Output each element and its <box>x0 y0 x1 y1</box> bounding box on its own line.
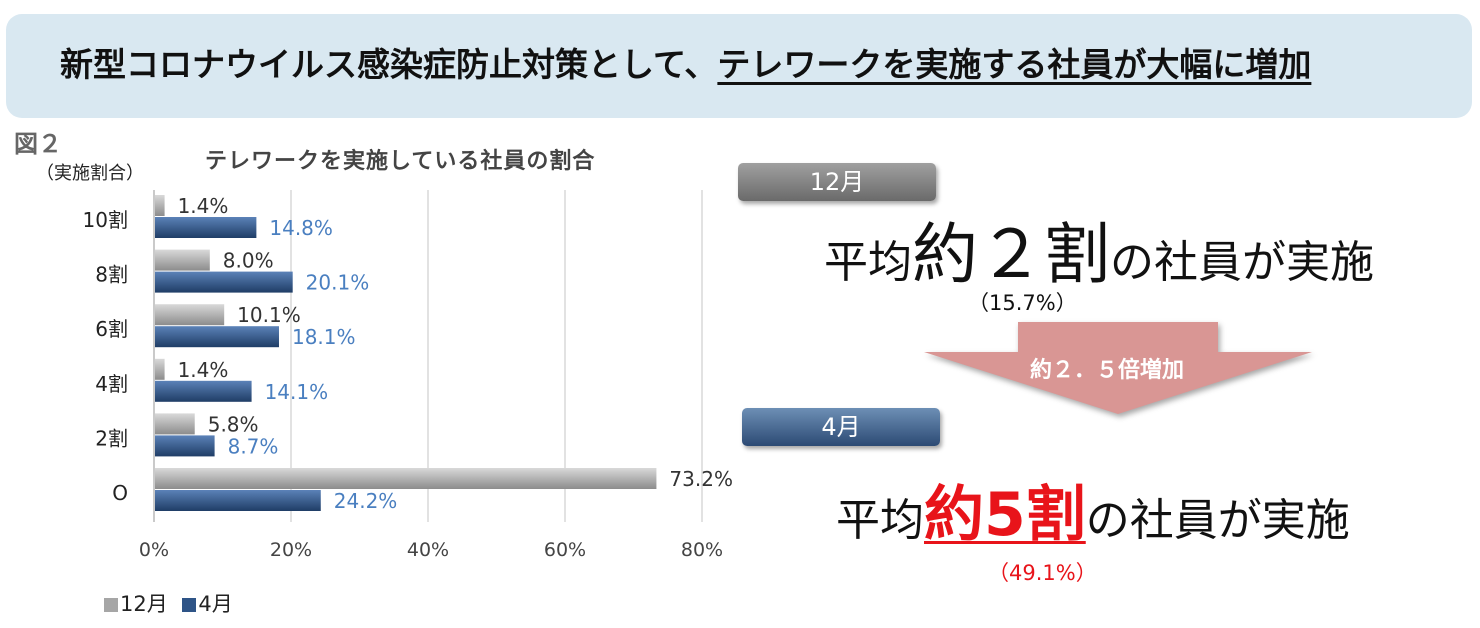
bar-apr <box>155 490 321 511</box>
arrow-shape <box>924 322 1312 414</box>
legend-swatch-apr <box>182 598 197 612</box>
apr-emphasis: 約5割 <box>924 480 1086 550</box>
headline: 新型コロナウイルス感染症防止対策として、テレワークを実施する社員が大幅に増加 <box>60 40 1460 90</box>
apr-prefix: 平均 <box>836 495 924 546</box>
headline-underlined-text: テレワークを実施する社員が大幅に増加 <box>717 45 1312 84</box>
bar-dec <box>155 304 225 326</box>
dec-emphasis: 約２割 <box>912 216 1110 293</box>
dec-pill: 12月 <box>738 163 936 201</box>
bar-apr <box>155 435 215 457</box>
y-category-label: 2割 <box>95 426 128 450</box>
legend-item-dec: 12月 <box>104 592 168 616</box>
data-label-dec: 1.4% <box>178 194 229 218</box>
apr-pill: 4月 <box>742 408 940 446</box>
headline-text: 新型コロナウイルス感染症防止対策として、 <box>60 45 718 84</box>
data-label-dec: 10.1% <box>237 303 301 327</box>
bar-apr <box>155 380 252 402</box>
y-category-label: 4割 <box>95 372 128 396</box>
legend-swatch-dec <box>104 598 118 612</box>
dec-average-value: （15.7%） <box>968 291 1077 315</box>
data-label-apr: 8.7% <box>228 434 279 458</box>
x-tick-label: 40% <box>407 539 449 561</box>
dec-summary: 平均約２割の社員が実施 <box>824 210 1374 308</box>
data-label-apr: 24.2% <box>334 489 398 513</box>
chart-title: テレワークを実施している社員の割合 <box>205 149 596 174</box>
bar-apr <box>155 271 293 293</box>
headline-banner <box>6 14 1472 118</box>
bar-dec <box>155 413 195 435</box>
data-label-apr: 14.8% <box>269 216 333 240</box>
y-axis-label: （実施割合） <box>36 163 144 184</box>
apr-average-value: （49.1%） <box>988 561 1097 585</box>
y-category-label: 10割 <box>83 208 128 232</box>
figure-label: 図２ <box>14 130 62 158</box>
legend-item-apr: 4月 <box>182 592 233 616</box>
bar-dec <box>155 468 657 489</box>
legend-label-dec: 12月 <box>120 592 168 616</box>
x-tick-label: 60% <box>544 539 586 561</box>
apr-suffix: の社員が実施 <box>1085 495 1350 546</box>
data-label-dec: 5.8% <box>208 412 259 436</box>
bar-dec <box>155 249 210 271</box>
y-category-label: 6割 <box>95 317 128 341</box>
y-category-label: 8割 <box>95 263 128 287</box>
bar-dec <box>155 358 165 380</box>
data-label-dec: 1.4% <box>178 358 229 382</box>
y-category-label: O <box>112 481 128 505</box>
legend-label-apr: 4月 <box>198 592 233 616</box>
data-label-apr: 20.1% <box>306 271 370 295</box>
arrow-text: 約２．５倍増加 <box>1030 358 1185 383</box>
dec-suffix: の社員が実施 <box>1110 237 1374 288</box>
x-tick-label: 0% <box>139 539 169 561</box>
chart-legend: 12月 4月 <box>104 588 241 618</box>
bar-apr <box>155 217 257 238</box>
data-label-dec: 73.2% <box>669 467 733 491</box>
dec-prefix: 平均 <box>824 237 912 288</box>
x-tick-label: 80% <box>681 539 723 561</box>
x-tick-label: 20% <box>270 539 312 561</box>
apr-summary: 平均約5割の社員が実施 <box>836 470 1350 566</box>
data-label-dec: 8.0% <box>223 249 274 273</box>
data-label-apr: 18.1% <box>292 325 356 349</box>
bar-dec <box>155 195 165 216</box>
data-label-apr: 14.1% <box>265 380 329 404</box>
bar-apr <box>155 326 279 348</box>
bar-chart: 0% 20% 40% 60% 80% 10割 1.4% 14.8% 8割 8.0% 20.1% 6割 1… <box>83 190 733 561</box>
